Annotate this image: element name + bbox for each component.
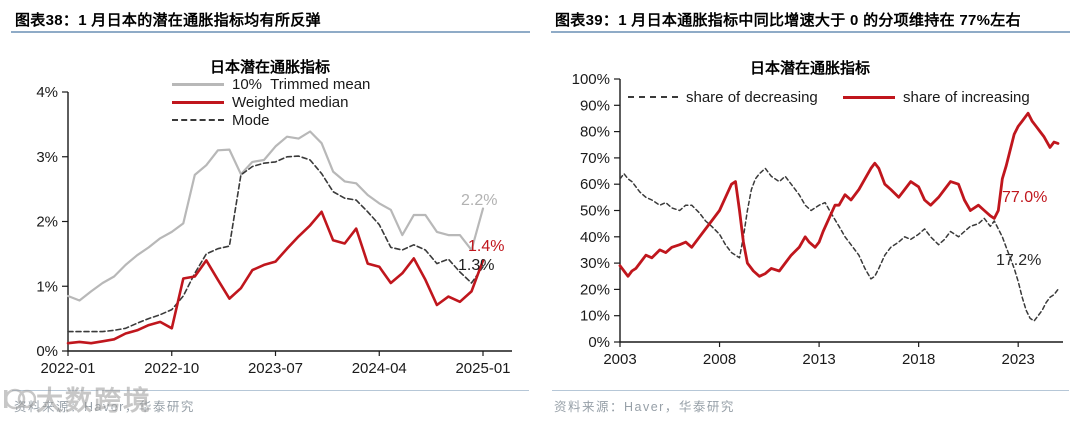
legend-item-share-of-increasing: share of increasing [843, 88, 1030, 106]
y-tick-label: 0% [588, 334, 610, 351]
watermark: 大数跨境 [2, 379, 152, 418]
figure-39-header: 图表39：1 月日本通胀指标中同比增速大于 0 的分项维持在 77%左右 [555, 9, 1021, 30]
y-tick-label: 20% [580, 281, 610, 298]
red-line-sample-icon [172, 100, 224, 104]
y-tick-label: 4% [36, 84, 58, 101]
watermark-logo-icon [4, 388, 36, 409]
left-chart-canvas: 0% 1% 2% 3% 4% 2022-01 2022-10 2023-07 2024-04 20… [36, 84, 512, 377]
y-tick-label: 70% [580, 150, 610, 167]
figure-39: 图表39：1 月日本通胀指标中同比增速大于 0 的分项维持在 77%左右 0% 1… [540, 0, 1080, 423]
y-tick-label: 90% [580, 97, 610, 114]
figure-38-source: 资料来源：Haver，华泰研究 [14, 400, 195, 414]
data-label-share-of-increasing: 77.0% [1002, 189, 1048, 206]
legend-label-weighted-median: Weighted median [232, 93, 349, 111]
y-tick-label: 50% [580, 203, 610, 220]
y-tick-label: 1% [36, 278, 58, 295]
dashed-line-sample-icon [172, 119, 224, 121]
right-chart-canvas: 0% 10% 20% 30% 40% 50% 60% 70% 80% 90% 100% 2003 200… [572, 71, 1063, 368]
legend-item-mode: Mode [172, 111, 270, 129]
figure-38-label: 图表38： [15, 12, 79, 29]
right-chart-title: 日本潜在通胀指标 [749, 60, 870, 77]
data-label-trimmed-mean: 2.2% [461, 192, 498, 209]
y-tick-label: 60% [580, 176, 610, 193]
x-tick-label: 2003 [603, 351, 636, 368]
figure-38-header: 图表38：1 月日本的潜在通胀指标均有所反弹 [15, 9, 321, 30]
y-tick-label: 30% [580, 255, 610, 272]
x-tick-label: 2013 [802, 351, 835, 368]
legend-label-mode: Mode [232, 111, 270, 129]
y-tick-label: 80% [580, 124, 610, 141]
x-tick-label: 2018 [902, 351, 935, 368]
data-label-weighted-median: 1.4% [468, 238, 505, 255]
series-line-1 [66, 210, 485, 345]
figure-39-title-underline [551, 31, 1070, 33]
watermark-text: 大数跨境 [36, 386, 152, 416]
series-line-0 [619, 167, 1059, 322]
data-label-share-of-decreasing: 17.2% [996, 252, 1042, 269]
x-tick-label: 2023 [1002, 351, 1035, 368]
figure-39-footer-rule [552, 390, 1069, 391]
y-tick-label: 100% [572, 71, 610, 88]
series-line-0 [66, 130, 485, 302]
legend-item-share-of-decreasing: share of decreasing [628, 88, 818, 106]
legend-label-share-of-increasing: share of increasing [903, 88, 1030, 106]
x-tick-label: 2023-07 [248, 360, 303, 377]
y-tick-label: 0% [36, 343, 58, 360]
series-line-1 [618, 111, 1060, 278]
figure-39-label: 图表39： [555, 12, 619, 29]
figure-38: 图表38：1 月日本的潜在通胀指标均有所反弹 0% 1% 2% 3% 4% 2022-01… [2, 9, 530, 418]
legend-item-weighted-median: Weighted median [172, 93, 348, 111]
left-chart-title: 日本潜在通胀指标 [209, 59, 330, 76]
y-tick-label: 40% [580, 229, 610, 246]
x-tick-label: 2022-10 [144, 360, 199, 377]
x-tick-label: 2025-01 [455, 360, 510, 377]
dashed-line-sample-icon [628, 96, 678, 98]
y-tick-label: 3% [36, 149, 58, 166]
figure-38-footer-rule [12, 390, 529, 391]
figure-38-title-underline [11, 31, 530, 33]
legend-label-share-of-decreasing: share of decreasing [686, 88, 818, 106]
y-tick-label: 10% [580, 308, 610, 325]
x-tick-label: 2024-04 [352, 360, 407, 377]
figure-39-title: 1 月日本通胀指标中同比增速大于 0 的分项维持在 77%左右 [618, 12, 1021, 29]
y-tick-label: 2% [36, 214, 58, 231]
data-label-mode: 1.3% [458, 257, 495, 274]
figure-38-title: 1 月日本的潜在通胀指标均有所反弹 [78, 12, 321, 29]
legend-label-trimmed-mean: 10% Trimmed mean [232, 75, 371, 93]
x-tick-label: 2022-01 [40, 360, 95, 377]
red-line-sample-icon [843, 95, 895, 99]
axis-lines [67, 92, 512, 352]
legend-item-trimmed-mean: 10% Trimmed mean [172, 75, 370, 93]
figure-39-source: 资料来源：Haver，华泰研究 [554, 400, 735, 414]
x-tick-label: 2008 [703, 351, 736, 368]
gray-line-sample-icon [172, 82, 224, 86]
axis-lines [619, 79, 1063, 343]
series-line-2 [67, 155, 484, 333]
